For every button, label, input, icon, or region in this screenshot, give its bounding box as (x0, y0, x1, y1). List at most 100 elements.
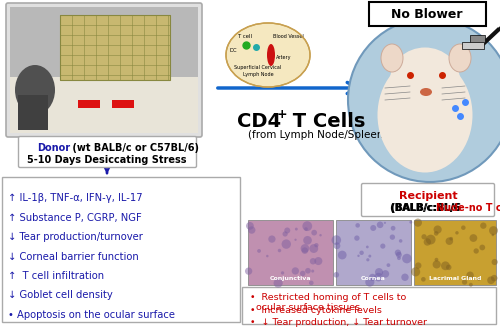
Text: Cornea: Cornea (361, 276, 386, 281)
Circle shape (434, 225, 442, 233)
Text: Donor: Donor (37, 143, 70, 153)
Circle shape (332, 235, 341, 245)
Text: (from Lymph Node/Spleen): (from Lymph Node/Spleen) (248, 130, 388, 140)
Circle shape (390, 226, 396, 231)
FancyBboxPatch shape (369, 2, 486, 26)
Circle shape (266, 255, 268, 257)
Bar (10, 7, 198, 77)
Circle shape (292, 267, 299, 275)
Circle shape (366, 278, 374, 287)
Circle shape (380, 244, 386, 249)
Text: Artery: Artery (276, 55, 291, 60)
Circle shape (462, 280, 467, 285)
Circle shape (377, 221, 384, 228)
Circle shape (245, 267, 252, 275)
Text: •  ↓ Tear production, ↓ Tear turnover
  and ↓ Goblet cell density: • ↓ Tear production, ↓ Tear turnover and… (250, 318, 427, 327)
Circle shape (268, 235, 276, 243)
Bar (10, 7, 198, 133)
Circle shape (320, 234, 322, 236)
Circle shape (304, 227, 308, 231)
Ellipse shape (420, 88, 432, 96)
Bar (112, 100, 134, 108)
Text: Blood Vessel: Blood Vessel (273, 35, 304, 40)
Ellipse shape (267, 44, 275, 66)
Circle shape (414, 218, 422, 227)
Circle shape (434, 258, 438, 262)
Circle shape (360, 250, 364, 255)
Circle shape (466, 271, 474, 279)
Circle shape (334, 272, 339, 278)
Text: CD4: CD4 (237, 112, 281, 131)
FancyBboxPatch shape (362, 183, 494, 216)
Circle shape (368, 255, 372, 258)
Circle shape (348, 18, 500, 182)
Circle shape (310, 258, 316, 265)
Circle shape (492, 259, 498, 265)
Text: 5-10 Days Desiccating Stress: 5-10 Days Desiccating Stress (27, 155, 187, 165)
Circle shape (370, 225, 376, 231)
Bar (414, 220, 496, 285)
Circle shape (461, 225, 466, 230)
Circle shape (434, 231, 438, 236)
Circle shape (366, 246, 368, 248)
Circle shape (480, 222, 486, 229)
Bar (336, 220, 411, 285)
Bar (18, 95, 48, 130)
Text: DC: DC (230, 48, 237, 54)
Bar (60, 15, 170, 80)
Circle shape (446, 237, 453, 245)
Circle shape (492, 233, 494, 236)
Circle shape (281, 271, 284, 275)
Circle shape (446, 265, 452, 270)
Circle shape (432, 260, 441, 268)
Circle shape (441, 261, 450, 270)
Circle shape (302, 221, 312, 231)
Circle shape (314, 257, 322, 265)
Text: Superficial Cervical
Lymph Node: Superficial Cervical Lymph Node (234, 65, 282, 77)
FancyBboxPatch shape (18, 136, 197, 167)
Text: T cell: T cell (238, 35, 252, 40)
Text: •  Increased cytokine levels: • Increased cytokine levels (250, 306, 382, 315)
Circle shape (491, 275, 498, 282)
Text: (wt BALB/c or C57BL/6): (wt BALB/c or C57BL/6) (69, 143, 199, 153)
Text: (BALB/c:BL/6: (BALB/c:BL/6 (390, 203, 464, 213)
Circle shape (295, 228, 298, 231)
Ellipse shape (449, 44, 471, 72)
Circle shape (480, 245, 485, 250)
Bar (470, 35, 485, 43)
Circle shape (358, 255, 360, 257)
Ellipse shape (381, 44, 403, 72)
Circle shape (374, 273, 383, 282)
Circle shape (469, 283, 473, 287)
Text: Nude-no T cells): Nude-no T cells) (436, 203, 500, 213)
Text: ↓ Tear production/turnover: ↓ Tear production/turnover (8, 232, 143, 242)
Text: Recipient: Recipient (398, 191, 458, 201)
Circle shape (489, 226, 498, 235)
Circle shape (303, 236, 312, 245)
Text: T Cells: T Cells (286, 112, 366, 131)
Text: ↓ Corneal barrier function: ↓ Corneal barrier function (8, 251, 139, 262)
Circle shape (455, 231, 458, 234)
Circle shape (300, 271, 306, 276)
Bar (78, 100, 100, 108)
Circle shape (421, 277, 426, 282)
Circle shape (415, 262, 422, 269)
Text: •  Restricted homing of T cells to
  ocular surface tissues: • Restricted homing of T cells to ocular… (250, 293, 406, 312)
Circle shape (302, 247, 308, 254)
Text: (BALB/c:BL/6: (BALB/c:BL/6 (391, 203, 465, 213)
Circle shape (375, 268, 383, 276)
Circle shape (354, 235, 360, 241)
Circle shape (396, 252, 402, 258)
Circle shape (284, 228, 290, 233)
Circle shape (402, 254, 411, 263)
Circle shape (390, 234, 395, 240)
Bar (10, 77, 198, 133)
Ellipse shape (226, 23, 310, 87)
FancyBboxPatch shape (242, 287, 496, 324)
Circle shape (309, 281, 314, 285)
Circle shape (310, 244, 318, 253)
Text: • Apoptosis on the ocular surface: • Apoptosis on the ocular surface (8, 310, 175, 320)
Circle shape (474, 248, 479, 254)
Circle shape (314, 243, 318, 247)
Circle shape (384, 222, 386, 224)
